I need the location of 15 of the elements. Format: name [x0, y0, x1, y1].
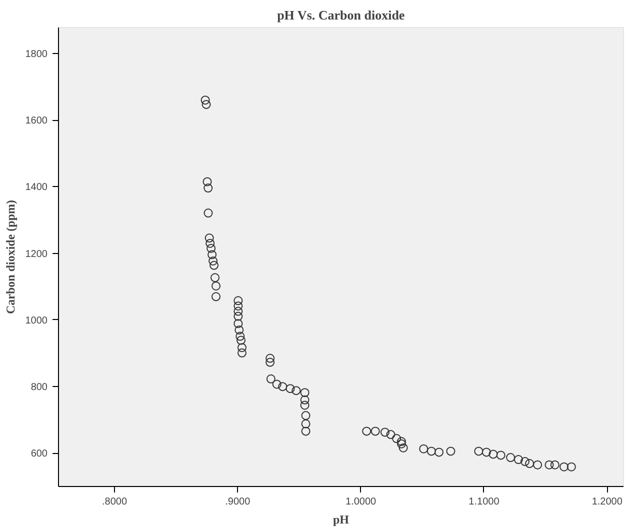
x-tick-label: 1.0000	[346, 496, 377, 508]
y-tick-label: 1400	[25, 182, 48, 194]
x-axis-title: pH	[332, 512, 350, 526]
y-tick-label: 1800	[25, 48, 48, 60]
y-tick-label: 1200	[25, 248, 48, 260]
chart-title: pH Vs. Carbon dioxide	[277, 8, 405, 22]
y-tick-label: 800	[30, 382, 48, 394]
y-tick-label: 600	[30, 448, 48, 460]
x-tick-label: 1.2000	[592, 496, 623, 508]
x-tick-label: 1.1000	[468, 496, 500, 508]
x-tick-label: .9000	[225, 496, 251, 508]
y-tick-label: 1000	[25, 315, 48, 326]
y-tick-label: 1600	[25, 116, 48, 127]
y-axis-title: Carbon dioxide (ppm)	[3, 200, 18, 314]
x-tick-label: .8000	[102, 496, 128, 508]
